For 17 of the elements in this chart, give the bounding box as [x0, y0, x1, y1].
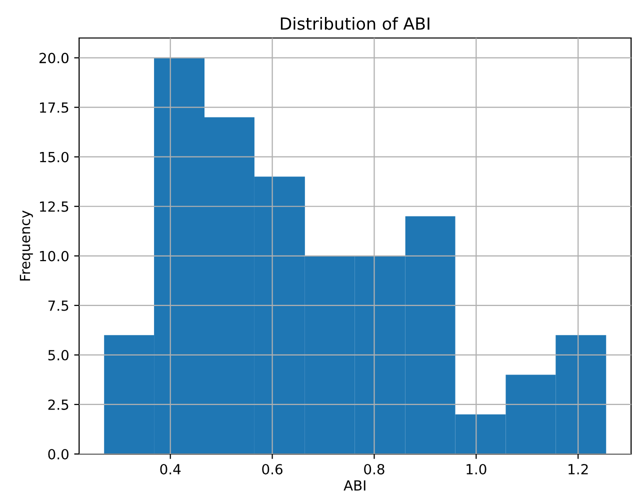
y-tick-label: 15.0	[40, 152, 68, 162]
x-tick-label: 0.4	[160, 464, 181, 474]
y-tick-label: 7.5	[48, 300, 68, 311]
y-tick-label: 17.5	[40, 102, 68, 113]
x-tick-label: 1.0	[466, 464, 486, 474]
x-axis-title: ABI	[344, 480, 366, 490]
y-tick-label: 5.0	[48, 350, 68, 360]
y-tick-label: 10.0	[40, 250, 68, 262]
x-tick-label: 0.8	[364, 464, 384, 474]
chart-title: Distribution of ABI	[280, 17, 430, 30]
y-axis-title: Frequency	[20, 210, 33, 281]
y-tick-label: 20.0	[39, 52, 68, 64]
y-tick-label: 0.0	[48, 448, 68, 460]
y-tick-label: 12.5	[40, 201, 68, 212]
x-tick-label: 1.2	[568, 464, 588, 474]
y-tick-label: 2.5	[48, 399, 68, 410]
x-tick-label: 0.6	[262, 464, 282, 474]
